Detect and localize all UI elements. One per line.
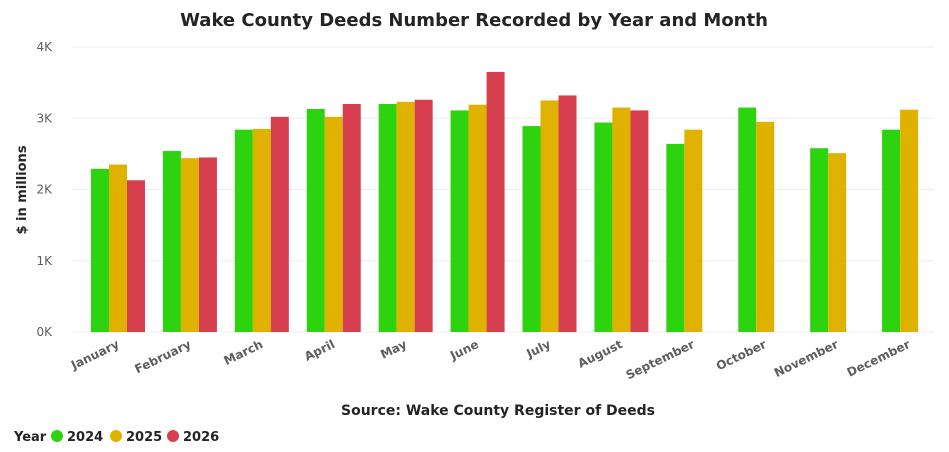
bar-2026-march (270, 116, 289, 332)
bar-2024-august (594, 122, 613, 333)
bar-2024-june (450, 110, 469, 332)
x-tick-label: October (714, 337, 769, 373)
x-tick-label: April (302, 337, 337, 364)
legend-label-2026: 2026 (183, 430, 219, 445)
x-tick-label: August (576, 337, 625, 371)
bar-2026-june (486, 71, 505, 332)
bar-2024-november (810, 148, 829, 332)
bar-2025-march (252, 128, 271, 332)
bar-2024-september (666, 143, 685, 332)
y-tick-label: 2K (36, 183, 53, 197)
bar-2025-may (396, 101, 415, 332)
bar-2024-july (522, 126, 541, 333)
y-tick-label: 0K (36, 325, 53, 339)
x-tick-label: March (222, 337, 266, 368)
bar-2024-october (738, 107, 757, 332)
y-axis-ticks: 0K 1K 2K 3K 4K (36, 40, 53, 339)
bar-2026-may (414, 99, 433, 332)
legend-items: 2024 2025 2026 (51, 430, 219, 445)
bar-2024-december (882, 129, 901, 332)
bars (91, 71, 919, 333)
y-tick-label: 4K (36, 40, 53, 54)
bar-2025-october (756, 121, 775, 332)
bar-2026-february (198, 157, 217, 332)
x-tick-label: January (68, 337, 121, 373)
bar-2024-march (234, 129, 253, 332)
bar-2025-february (180, 158, 199, 332)
legend-title: Year (13, 430, 47, 445)
bar-2025-january (109, 164, 127, 332)
bar-2025-november (828, 153, 847, 332)
bar-2025-june (468, 104, 487, 333)
bar-2025-july (540, 100, 559, 332)
x-tick-label: September (624, 337, 697, 382)
y-tick-label: 3K (36, 111, 53, 125)
bar-2025-august (612, 107, 631, 332)
chart-title: Wake County Deeds Number Recorded by Yea… (180, 10, 768, 31)
x-tick-label: July (523, 337, 553, 361)
bar-2024-february (162, 151, 181, 332)
x-tick-label: November (772, 337, 841, 380)
bar-2025-april (324, 116, 343, 332)
legend-label-2025: 2025 (126, 430, 162, 445)
legend-swatch-2024 (51, 430, 63, 442)
bar-2026-january (127, 180, 145, 332)
bar-2026-august (630, 110, 649, 332)
legend-swatch-2026 (167, 430, 179, 442)
legend: Year 2024 2025 2026 (13, 430, 219, 445)
bar-2024-april (306, 108, 325, 332)
x-tick-label: May (378, 337, 409, 362)
bar-2026-april (342, 104, 361, 332)
bar-2025-september (684, 129, 703, 332)
x-axis-ticks: January February March April May June July Augu… (68, 337, 912, 382)
bar-2024-january (91, 168, 109, 332)
legend-swatch-2025 (110, 430, 122, 442)
x-tick-label: December (845, 337, 913, 380)
y-tick-label: 1K (36, 254, 53, 268)
y-axis-label: $ in millions (15, 145, 30, 234)
legend-label-2024: 2024 (67, 430, 103, 445)
x-tick-label: June (447, 337, 481, 363)
x-tick-label: February (132, 337, 193, 376)
bar-2024-may (378, 104, 397, 332)
bar-2026-july (558, 95, 577, 332)
bar-2025-december (900, 109, 919, 332)
x-axis-label: Source: Wake County Register of Deeds (341, 403, 655, 419)
